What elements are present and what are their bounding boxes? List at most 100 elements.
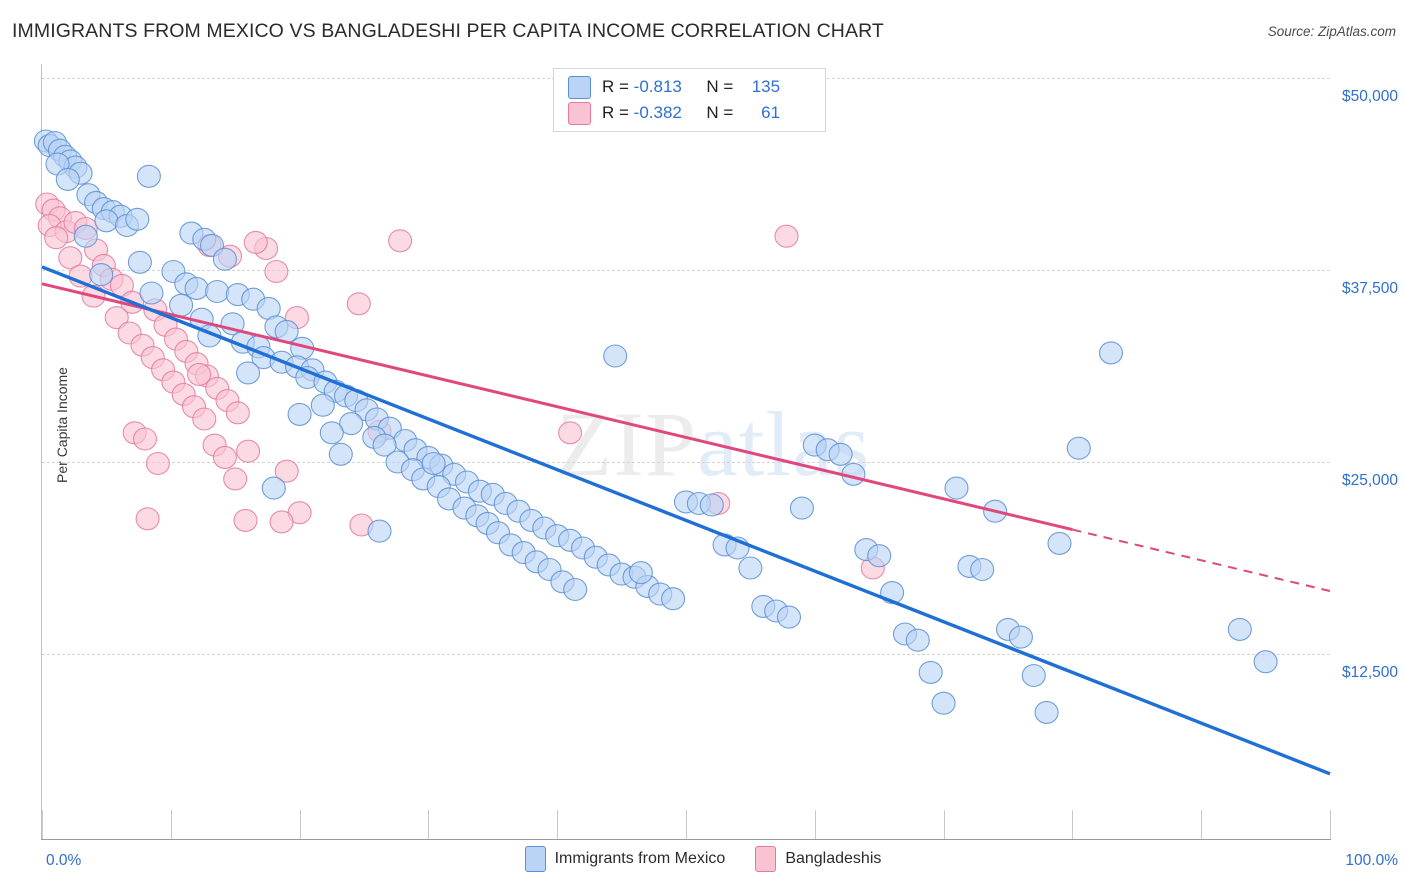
scatter-point — [558, 421, 583, 445]
scatter-point — [310, 393, 335, 417]
scatter-point — [421, 451, 446, 476]
scatter-point — [1021, 663, 1046, 688]
scatter-point — [125, 207, 150, 231]
gridline — [42, 270, 1330, 271]
x-axis-tick — [557, 810, 559, 839]
scatter-point — [319, 421, 344, 445]
scatter-point — [73, 224, 98, 248]
correlation-legend: R = -0.813 N = 135 R = -0.382 N = 61 — [553, 68, 826, 132]
pink-r-value: -0.382 — [633, 103, 682, 122]
y-axis-label: $25,000 — [1341, 472, 1398, 489]
scatter-point — [1098, 341, 1124, 365]
pink-r-label: R = — [602, 103, 629, 122]
scatter-point — [261, 476, 286, 500]
correlation-row-pink: R = -0.382 N = 61 — [568, 100, 815, 126]
scatter-point — [55, 167, 80, 191]
scatter-point — [1227, 617, 1252, 641]
x-axis-tick — [1072, 810, 1074, 839]
scatter-point — [212, 247, 237, 271]
x-axis-tick — [299, 810, 301, 839]
x-axis-tick — [814, 810, 816, 839]
scatter-point — [58, 246, 83, 270]
scatter-point — [905, 628, 930, 652]
page-title: IMMIGRANTS FROM MEXICO VS BANGLADESHI PE… — [12, 20, 884, 42]
scatter-point — [339, 412, 364, 436]
y-axis-label: $50,000 — [1341, 88, 1398, 105]
scatter-point — [1034, 700, 1059, 724]
immigrants-mexico-point-group — [33, 129, 1278, 724]
blue-n-label: N = — [706, 77, 734, 96]
scatter-point — [243, 230, 268, 254]
x-axis-tick — [170, 810, 172, 839]
x-axis-tick — [686, 810, 687, 839]
scatter-point — [94, 209, 119, 233]
trendline-extension — [1072, 528, 1331, 592]
scatter-point — [1066, 436, 1091, 460]
blue-r-value: -0.813 — [633, 77, 682, 96]
x-axis-tick — [1330, 810, 1331, 839]
scatter-point — [918, 660, 943, 684]
scatter-point — [89, 263, 114, 287]
scatter-point — [738, 556, 763, 580]
scatter-point — [136, 164, 161, 188]
scatter-point — [367, 519, 392, 543]
scatter-point — [184, 276, 209, 300]
scatter-point — [145, 451, 170, 476]
scatter-point — [135, 507, 160, 531]
legend-swatch-blue — [568, 75, 591, 99]
scatter-point — [867, 544, 892, 568]
trendline — [41, 265, 1331, 776]
scatter-point — [1008, 625, 1033, 649]
source-label: Source: ZipAtlas.com — [1267, 24, 1396, 39]
x-axis-min-label: 0.0% — [46, 852, 82, 869]
scatter-point — [223, 467, 248, 491]
blue-n-value: 135 — [751, 77, 781, 96]
scatter-point — [269, 510, 294, 534]
pink-n-value: 61 — [761, 103, 781, 122]
bangladeshis-point-group — [35, 192, 885, 580]
scatter-point — [388, 229, 413, 253]
scatter-point — [233, 508, 258, 532]
scatter-point — [774, 224, 799, 248]
scatter-point — [44, 226, 69, 250]
trendline-group — [41, 265, 1331, 776]
scatter-point — [789, 496, 814, 520]
scatter-point — [187, 362, 212, 386]
scatter-point — [132, 427, 158, 451]
correlation-row-blue: R = -0.813 N = 135 — [568, 74, 815, 100]
scatter-point — [212, 445, 237, 469]
scatter-point — [931, 691, 956, 715]
scatter-point — [127, 250, 152, 274]
x-axis-tick — [428, 810, 430, 839]
x-axis-max-label: 100.0% — [1345, 852, 1398, 869]
scatter-point — [563, 577, 588, 602]
scatter-point — [970, 557, 995, 582]
y-axis-label: $12,500 — [1341, 664, 1398, 681]
scatter-point — [205, 279, 230, 304]
scatter-point — [944, 476, 969, 500]
x-axis-tick — [42, 810, 43, 839]
scatter-point — [372, 433, 397, 457]
scatter-point — [274, 459, 299, 483]
scatter-point — [828, 442, 853, 466]
scatter-point — [104, 306, 129, 330]
y-axis-label: $37,500 — [1341, 280, 1398, 297]
x-axis-tick — [1201, 810, 1203, 839]
scatter-point — [264, 259, 289, 284]
x-axis-line — [41, 839, 1331, 840]
legend-swatch-pink — [568, 101, 591, 125]
scatter-point — [287, 402, 312, 426]
blue-r-label: R = — [602, 77, 629, 96]
gridline — [42, 462, 1330, 463]
scatter-point — [328, 442, 353, 466]
scatter-point — [236, 361, 261, 385]
scatter-point — [225, 401, 250, 425]
scatter-point — [661, 587, 686, 611]
y-axis-line — [41, 64, 42, 840]
scatter-point — [699, 493, 724, 517]
trendline — [41, 282, 1073, 532]
scatter-point — [776, 605, 802, 629]
scatter-point — [346, 292, 371, 316]
scatter-point — [236, 439, 261, 463]
